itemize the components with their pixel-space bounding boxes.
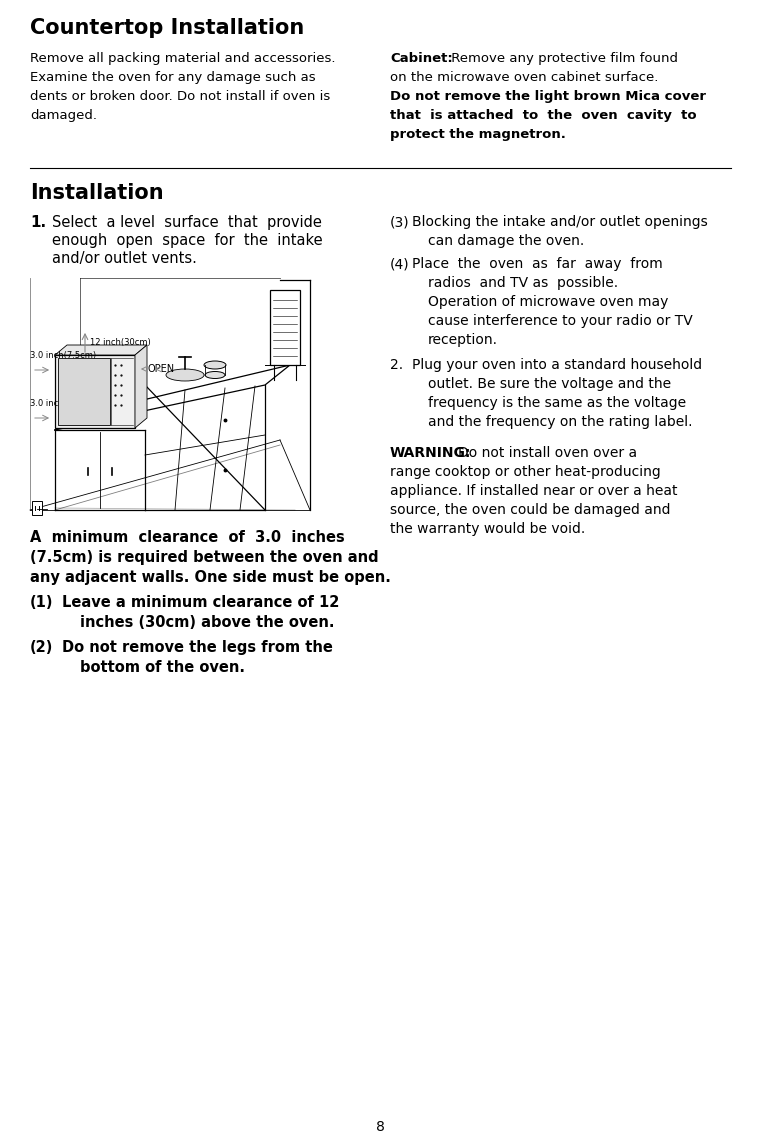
Text: enough  open  space  for  the  intake: enough open space for the intake	[52, 232, 323, 248]
Text: that  is attached  to  the  oven  cavity  to: that is attached to the oven cavity to	[390, 109, 696, 123]
Text: on the microwave oven cabinet surface.: on the microwave oven cabinet surface.	[390, 71, 658, 84]
Text: source, the oven could be damaged and: source, the oven could be damaged and	[390, 503, 670, 518]
Text: 3.0 inch(7.5cm): 3.0 inch(7.5cm)	[30, 398, 96, 408]
Text: cause interference to your radio or TV: cause interference to your radio or TV	[428, 314, 693, 327]
Text: 12 inch(30cm): 12 inch(30cm)	[90, 338, 151, 347]
Text: Leave a minimum clearance of 12: Leave a minimum clearance of 12	[62, 595, 339, 610]
Text: 8: 8	[376, 1120, 384, 1134]
Text: (2): (2)	[30, 640, 53, 655]
Text: Installation: Installation	[30, 183, 164, 203]
Text: and/or outlet vents.: and/or outlet vents.	[52, 251, 197, 266]
Text: (1): (1)	[30, 595, 53, 610]
Text: Place  the  oven  as  far  away  from: Place the oven as far away from	[412, 256, 663, 271]
Text: radios  and TV as  possible.: radios and TV as possible.	[428, 276, 618, 290]
Text: reception.: reception.	[428, 333, 498, 347]
Text: (7.5cm) is required between the oven and: (7.5cm) is required between the oven and	[30, 550, 379, 564]
Text: Cabinet:: Cabinet:	[390, 52, 453, 65]
Ellipse shape	[205, 371, 225, 379]
Text: range cooktop or other heat-producing: range cooktop or other heat-producing	[390, 465, 661, 479]
Text: Plug your oven into a standard household: Plug your oven into a standard household	[412, 358, 702, 372]
Text: (4): (4)	[390, 256, 409, 271]
Text: Do not remove the legs from the: Do not remove the legs from the	[62, 640, 333, 655]
Text: Do not remove the light brown Mica cover: Do not remove the light brown Mica cover	[390, 90, 706, 103]
Text: 1.: 1.	[30, 215, 46, 230]
Text: inches (30cm) above the oven.: inches (30cm) above the oven.	[80, 615, 335, 630]
Ellipse shape	[204, 361, 226, 369]
Text: Select  a level  surface  that  provide: Select a level surface that provide	[52, 215, 322, 230]
Text: and the frequency on the rating label.: and the frequency on the rating label.	[428, 414, 693, 429]
Text: 3.0 inch(7.5cm): 3.0 inch(7.5cm)	[30, 352, 96, 360]
Text: frequency is the same as the voltage: frequency is the same as the voltage	[428, 396, 686, 410]
Text: (3): (3)	[390, 215, 409, 229]
Polygon shape	[135, 345, 147, 428]
Text: A  minimum  clearance  of  3.0  inches: A minimum clearance of 3.0 inches	[30, 530, 345, 545]
Text: bottom of the oven.: bottom of the oven.	[80, 660, 245, 676]
Text: the warranty would be void.: the warranty would be void.	[390, 522, 585, 536]
Bar	[55, 355, 135, 428]
Text: Do not install oven over a: Do not install oven over a	[458, 447, 637, 460]
Text: Examine the oven for any damage such as: Examine the oven for any damage such as	[30, 71, 316, 84]
Text: WARNING:: WARNING:	[390, 447, 471, 460]
Text: appliance. If installed near or over a heat: appliance. If installed near or over a h…	[390, 484, 677, 498]
Bar	[270, 290, 300, 365]
Text: damaged.: damaged.	[30, 109, 97, 123]
Ellipse shape	[166, 369, 204, 381]
Text: any adjacent walls. One side must be open.: any adjacent walls. One side must be ope…	[30, 570, 391, 585]
Text: Countertop Installation: Countertop Installation	[30, 18, 304, 38]
Text: Operation of microwave oven may: Operation of microwave oven may	[428, 295, 668, 309]
Text: can damage the oven.: can damage the oven.	[428, 234, 584, 248]
Text: Blocking the intake and/or outlet openings: Blocking the intake and/or outlet openin…	[412, 215, 708, 229]
Text: OPEN: OPEN	[148, 364, 175, 374]
Text: 2.: 2.	[390, 358, 403, 372]
Bar	[58, 358, 110, 425]
Text: Remove all packing material and accessories.: Remove all packing material and accessor…	[30, 52, 336, 65]
Bar	[32, 502, 42, 515]
Text: Remove any protective film found: Remove any protective film found	[447, 52, 678, 65]
Polygon shape	[55, 345, 147, 355]
Text: protect the magnetron.: protect the magnetron.	[390, 128, 566, 141]
Text: dents or broken door. Do not install if oven is: dents or broken door. Do not install if …	[30, 90, 330, 103]
Text: outlet. Be sure the voltage and the: outlet. Be sure the voltage and the	[428, 377, 671, 390]
